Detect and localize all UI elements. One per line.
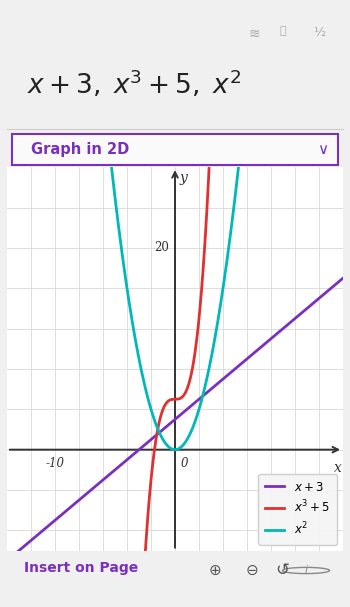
Text: 🔊: 🔊	[279, 27, 286, 36]
FancyBboxPatch shape	[12, 134, 338, 165]
Text: i: i	[304, 566, 308, 575]
Text: y: y	[180, 171, 188, 185]
Text: ⊖: ⊖	[246, 563, 259, 578]
Text: ⊕: ⊕	[209, 563, 222, 578]
Text: Insert on Page: Insert on Page	[24, 561, 138, 575]
Text: 0: 0	[181, 456, 189, 470]
Text: x: x	[334, 461, 342, 475]
Text: ½: ½	[313, 27, 325, 39]
Legend: $x + 3$, $x^3 + 5$, $x^2$: $x + 3$, $x^3 + 5$, $x^2$	[258, 473, 337, 544]
Text: 20: 20	[154, 242, 169, 254]
Text: ↺: ↺	[275, 561, 289, 580]
Text: $x + 3,\; x^3 + 5,\; x^2$: $x + 3,\; x^3 + 5,\; x^2$	[27, 68, 241, 100]
Text: ≋: ≋	[249, 27, 260, 41]
Text: -10: -10	[46, 456, 64, 470]
Text: Graph in 2D: Graph in 2D	[30, 142, 129, 157]
Text: ∨: ∨	[317, 142, 328, 157]
